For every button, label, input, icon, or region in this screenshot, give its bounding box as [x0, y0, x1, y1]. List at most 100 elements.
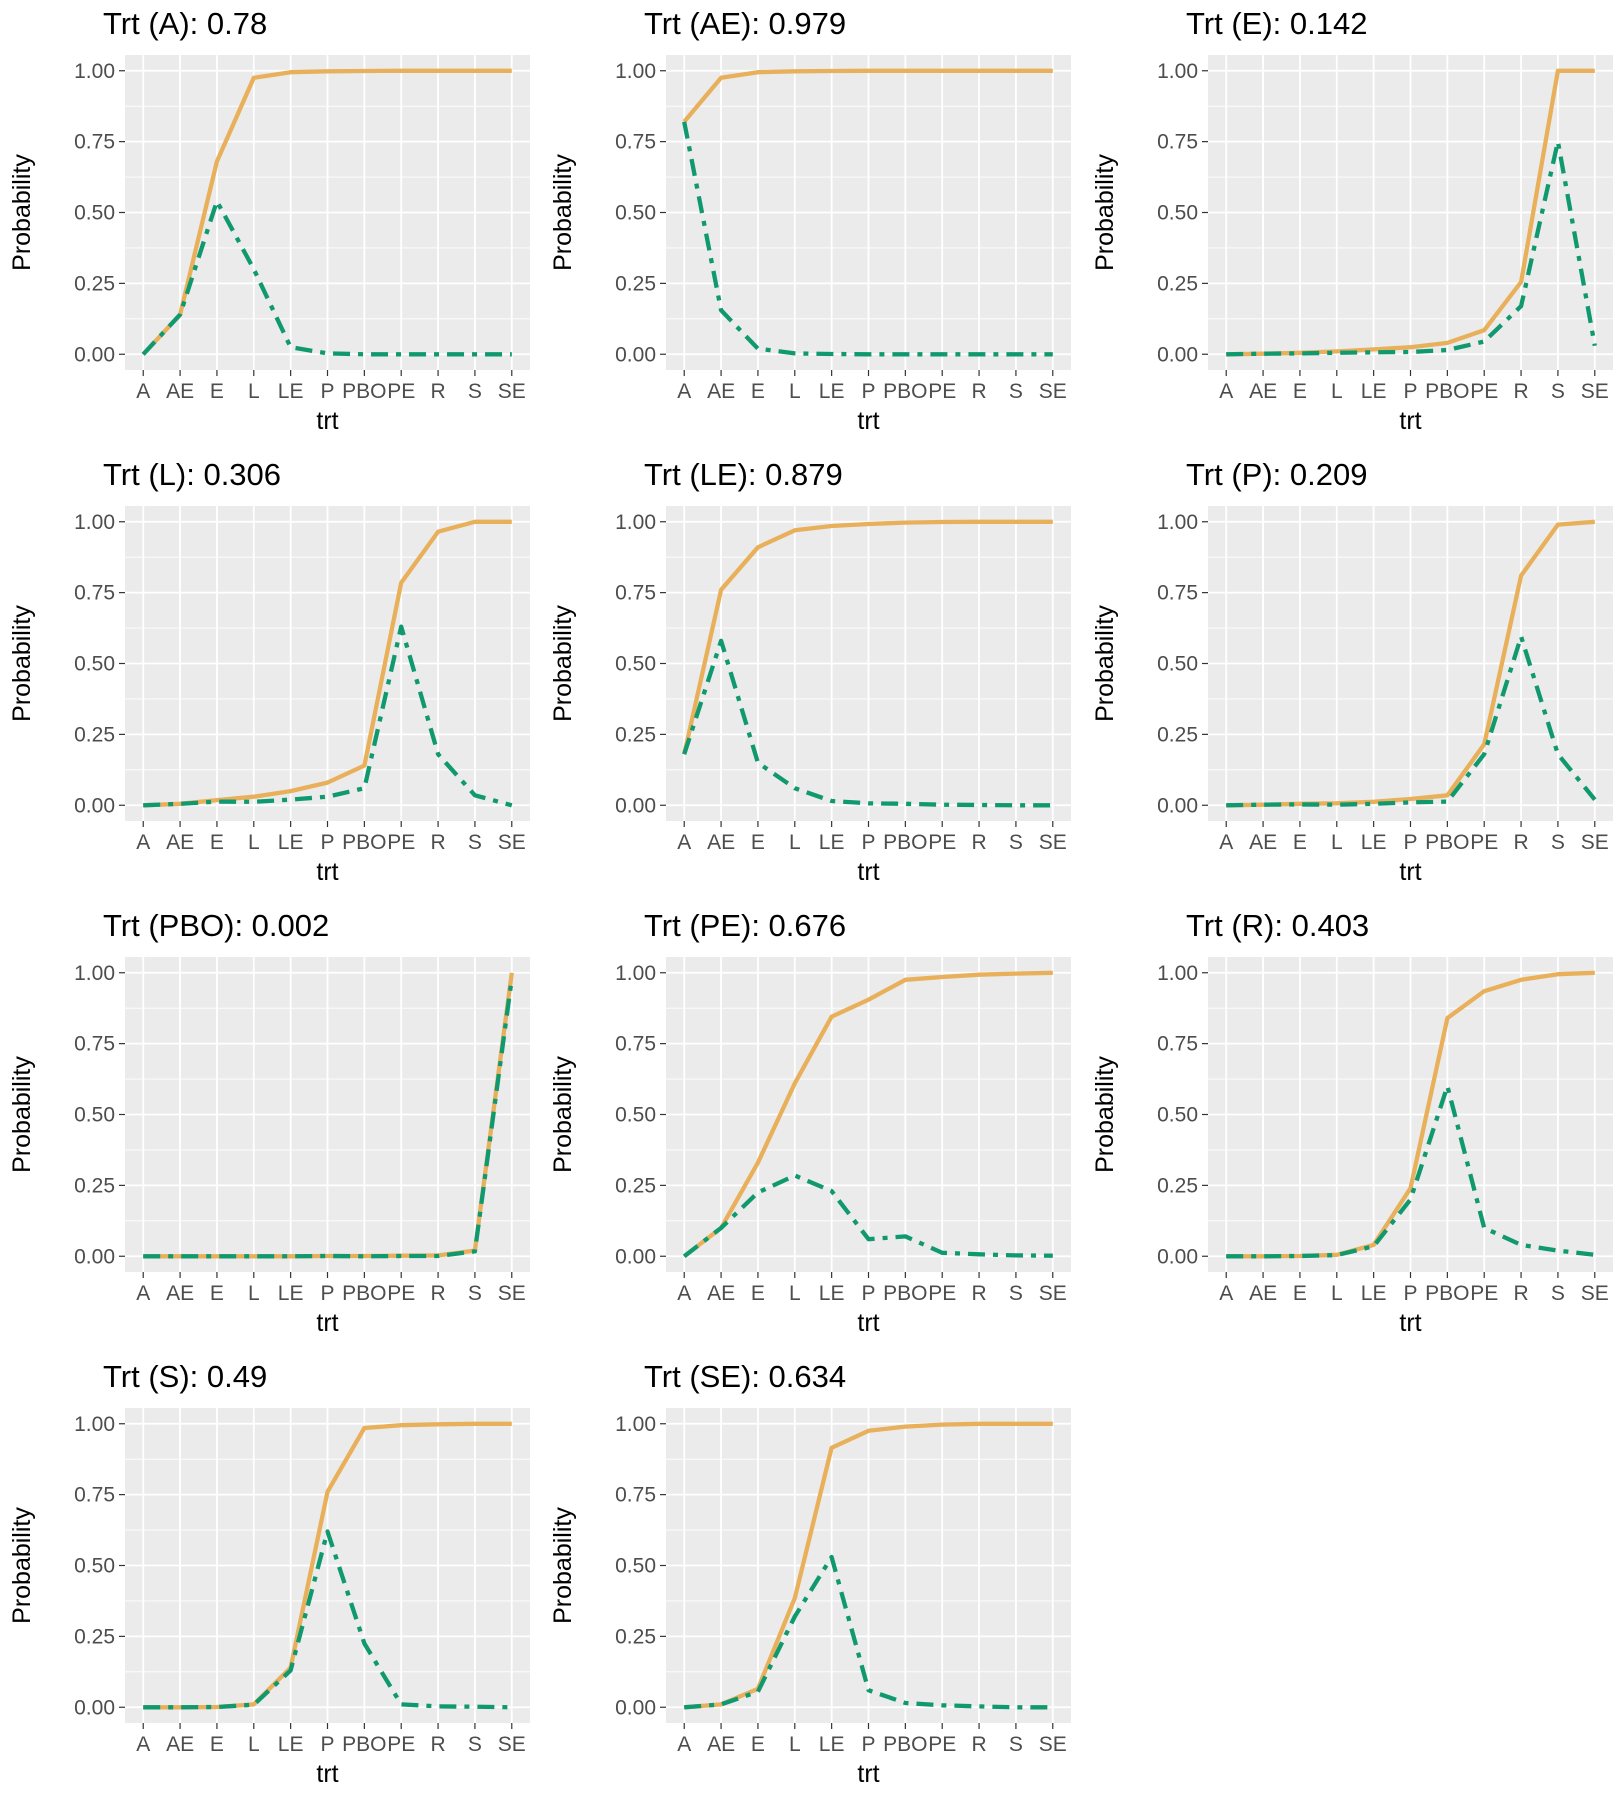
y-tick-label: 0.75 [74, 1484, 115, 1507]
x-tick-label: PE [928, 1733, 956, 1756]
x-tick-label: E [751, 380, 765, 403]
y-tick-label: 0.25 [1157, 1174, 1198, 1197]
y-tick-label: 0.50 [615, 1555, 656, 1578]
x-tick-label: PE [387, 1733, 415, 1756]
rank-probability-line [684, 1554, 1053, 1710]
y-axis-title: Probability [1091, 154, 1119, 271]
x-tick-label: PBO [1425, 831, 1469, 854]
x-tick-label: PBO [883, 831, 927, 854]
x-tick-label: LE [278, 831, 304, 854]
x-tick-label: PBO [1425, 380, 1469, 403]
x-tick-label: A [1219, 831, 1233, 854]
y-tick-label: 0.25 [1157, 723, 1198, 746]
rank-panel: Trt (AE): 0.979 0.00 0.25 0.50 0.75 1.00 A AE E L… [549, 6, 1071, 435]
y-tick-label: 0.00 [74, 1696, 115, 1719]
y-tick-label: 0.50 [1157, 202, 1198, 225]
rank-probability-line [143, 624, 513, 808]
y-axis-title: Probability [8, 1507, 36, 1624]
x-tick-label: L [248, 380, 260, 403]
y-tick-label: 0.50 [1157, 1104, 1198, 1127]
x-tick-label: SE [1039, 1733, 1067, 1756]
y-tick-label: 1.00 [615, 1413, 656, 1436]
y-tick-label: 0.50 [74, 202, 115, 225]
cumulative-probability-line [143, 519, 512, 808]
x-tick-label: SE [1581, 380, 1609, 403]
x-tick-label: SE [1039, 380, 1067, 403]
y-tick-label: 1.00 [615, 962, 656, 985]
rank-panel: Trt (LE): 0.879 0.00 0.25 0.50 0.75 1.00 A AE E L… [549, 457, 1071, 886]
x-axis-title: trt [1399, 1309, 1421, 1337]
x-tick-label: P [861, 1282, 875, 1305]
x-tick-label: AE [707, 831, 735, 854]
y-tick-label: 1.00 [74, 60, 115, 83]
panel-title: Trt (P): 0.209 [1186, 457, 1367, 492]
x-tick-label: E [210, 1733, 224, 1756]
x-tick-label: AE [1249, 1282, 1277, 1305]
x-tick-label: A [136, 1282, 150, 1305]
cumulative-probability-line [141, 68, 512, 356]
x-tick-label: LE [278, 1733, 304, 1756]
x-tick-label: E [210, 831, 224, 854]
panel-title: Trt (S): 0.49 [103, 1359, 267, 1394]
x-tick-label: E [751, 1733, 765, 1756]
x-tick-label: S [1009, 380, 1023, 403]
x-tick-label: LE [1361, 1282, 1387, 1305]
x-axis-title: trt [857, 407, 879, 435]
x-tick-label: R [971, 1282, 986, 1305]
x-axis-title: trt [1399, 407, 1421, 435]
x-tick-label: P [1403, 380, 1417, 403]
x-tick-label: E [751, 831, 765, 854]
x-tick-label: AE [1249, 831, 1277, 854]
y-tick-label: 0.25 [1157, 272, 1198, 295]
y-tick-label: 0.00 [615, 1245, 656, 1268]
x-tick-label: E [1293, 831, 1307, 854]
rank-panel: Trt (R): 0.403 0.00 0.25 0.50 0.75 1.00 A AE E L L… [1091, 908, 1613, 1337]
x-tick-label: A [677, 1282, 691, 1305]
x-tick-label: AE [707, 380, 735, 403]
x-tick-label: PE [387, 1282, 415, 1305]
x-tick-label: S [468, 380, 482, 403]
x-tick-label: A [136, 1733, 150, 1756]
y-tick-label: 0.25 [615, 1174, 656, 1197]
x-tick-label: AE [707, 1733, 735, 1756]
y-tick-label: 0.75 [74, 1033, 115, 1056]
rank-panel: Trt (SE): 0.634 0.00 0.25 0.50 0.75 1.00 A AE E L… [549, 1359, 1071, 1788]
rank-panel: Trt (L): 0.306 0.00 0.25 0.50 0.75 1.00 A AE E L L… [8, 457, 530, 886]
y-tick-label: 0.25 [74, 272, 115, 295]
x-tick-label: LE [1361, 831, 1387, 854]
x-tick-label: R [1513, 831, 1528, 854]
y-axis-title: Probability [549, 1056, 577, 1173]
x-axis-title: trt [316, 1760, 338, 1788]
x-tick-label: A [1219, 380, 1233, 403]
y-axis-title: Probability [8, 154, 36, 271]
panel-title: Trt (R): 0.403 [1186, 908, 1369, 943]
x-tick-label: PBO [342, 1733, 386, 1756]
x-tick-label: A [136, 831, 150, 854]
y-tick-label: 1.00 [74, 511, 115, 534]
y-tick-label: 0.75 [74, 582, 115, 605]
x-axis-title: trt [316, 858, 338, 886]
y-tick-label: 0.50 [615, 202, 656, 225]
rank-panel: Trt (E): 0.142 0.00 0.25 0.50 0.75 1.00 A AE E L L… [1091, 6, 1613, 435]
y-tick-label: 0.25 [74, 1174, 115, 1197]
y-tick-label: 0.00 [74, 1245, 115, 1268]
y-tick-label: 0.50 [74, 1555, 115, 1578]
panel-title: Trt (PE): 0.676 [644, 908, 846, 943]
x-tick-label: PBO [883, 1282, 927, 1305]
x-tick-label: PE [1470, 380, 1498, 403]
x-tick-label: R [430, 380, 445, 403]
x-tick-label: P [861, 1733, 875, 1756]
cumulative-probability-line [1226, 68, 1595, 357]
rank-probability-line [143, 978, 514, 1259]
y-tick-label: 1.00 [1157, 962, 1198, 985]
x-tick-label: P [320, 380, 334, 403]
y-tick-label: 1.00 [615, 511, 656, 534]
x-tick-label: L [1331, 1282, 1343, 1305]
y-tick-label: 0.50 [615, 1104, 656, 1127]
x-tick-label: LE [819, 380, 845, 403]
y-tick-label: 0.00 [615, 343, 656, 366]
x-tick-label: S [468, 1282, 482, 1305]
y-tick-label: 1.00 [1157, 511, 1198, 534]
x-tick-label: R [971, 831, 986, 854]
x-tick-label: L [1331, 831, 1343, 854]
